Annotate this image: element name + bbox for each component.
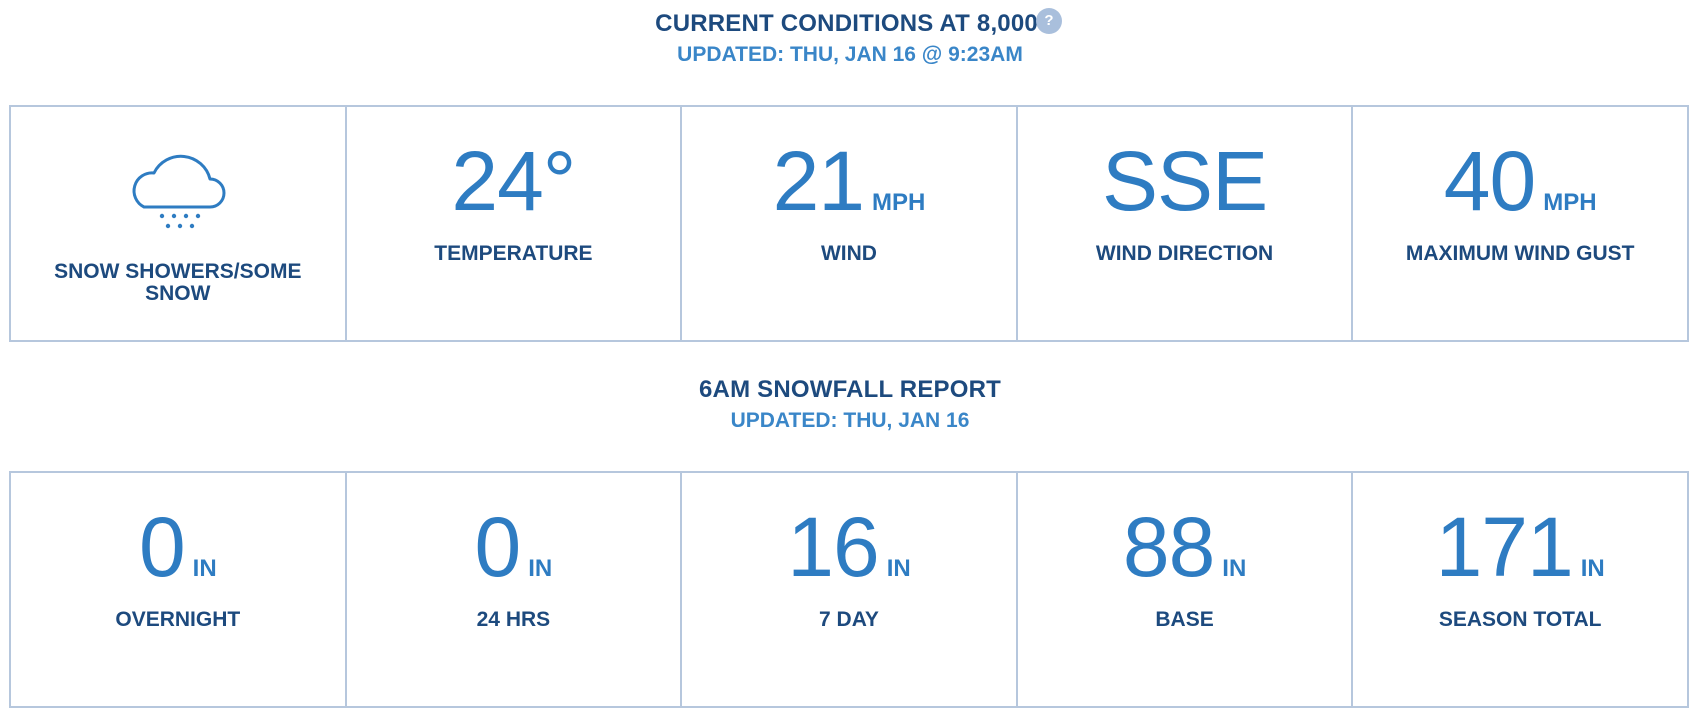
7day-unit: IN [886,555,911,582]
overnight-cell: 0 IN OVERNIGHT [11,473,347,706]
7day-value: 16 [787,500,879,594]
season-total-unit: IN [1580,555,1605,582]
snowfall-header: 6AM SNOWFALL REPORT UPDATED: THU, JAN 16 [0,376,1700,434]
base-label: BASE [1155,608,1214,631]
season-total-cell: 171 IN SEASON TOTAL [1353,473,1687,706]
snow-cloud-icon [132,154,226,229]
temperature-label: TEMPERATURE [434,242,593,265]
snowfall-updated: UPDATED: THU, JAN 16 [730,409,970,432]
help-icon[interactable]: ? [1036,8,1062,34]
max-gust-cell: 40 MPH MAXIMUM WIND GUST [1353,107,1687,340]
overnight-value: 0 [138,500,186,594]
wind-label: WIND [820,242,877,265]
7day-label: 7 DAY [819,608,879,631]
temperature-cell: 24° TEMPERATURE [347,107,683,340]
season-total-value: 171 [1435,500,1574,594]
weather-label: SNOW SHOWERS/SOME SNOW [54,260,302,305]
24hrs-value: 0 [474,500,522,594]
7day-cell: 16 IN 7 DAY [682,473,1018,706]
current-conditions-grid: SNOW SHOWERS/SOME SNOW 24° TEMPERATURE 2… [9,105,1689,342]
wind-direction-cell: SSE WIND DIRECTION [1018,107,1354,340]
base-cell: 88 IN BASE [1018,473,1354,706]
snowfall-grid: 0 IN OVERNIGHT 0 IN 24 HRS 16 IN 7 DAY 88 IN… [9,471,1689,708]
24hrs-unit: IN [528,555,553,582]
24hrs-label: 24 HRS [476,608,551,631]
current-conditions-title: CURRENT CONDITIONS AT 8,000’ [655,10,1045,37]
wind-direction-value: SSE [1102,134,1268,228]
base-value: 88 [1122,500,1215,594]
season-total-label: SEASON TOTAL [1438,608,1602,631]
wind-direction-label: WIND DIRECTION [1095,242,1274,265]
wind-cell: 21 MPH WIND [682,107,1018,340]
max-gust-unit: MPH [1543,189,1597,216]
temperature-value: 24° [451,134,576,228]
base-unit: IN [1222,555,1247,582]
overnight-unit: IN [192,555,217,582]
wind-value: 21 [772,134,865,228]
max-gust-label: MAXIMUM WIND GUST [1405,242,1635,265]
weather-cell: SNOW SHOWERS/SOME SNOW [11,107,347,340]
24hrs-cell: 0 IN 24 HRS [347,473,683,706]
wind-unit: MPH [872,189,926,216]
snowfall-title: 6AM SNOWFALL REPORT [698,376,1002,403]
current-conditions-header: CURRENT CONDITIONS AT 8,000’ UPDATED: TH… [0,10,1700,68]
max-gust-value: 40 [1443,134,1536,228]
current-conditions-updated: UPDATED: THU, JAN 16 @ 9:23AM [677,43,1023,66]
overnight-label: OVERNIGHT [115,608,241,631]
